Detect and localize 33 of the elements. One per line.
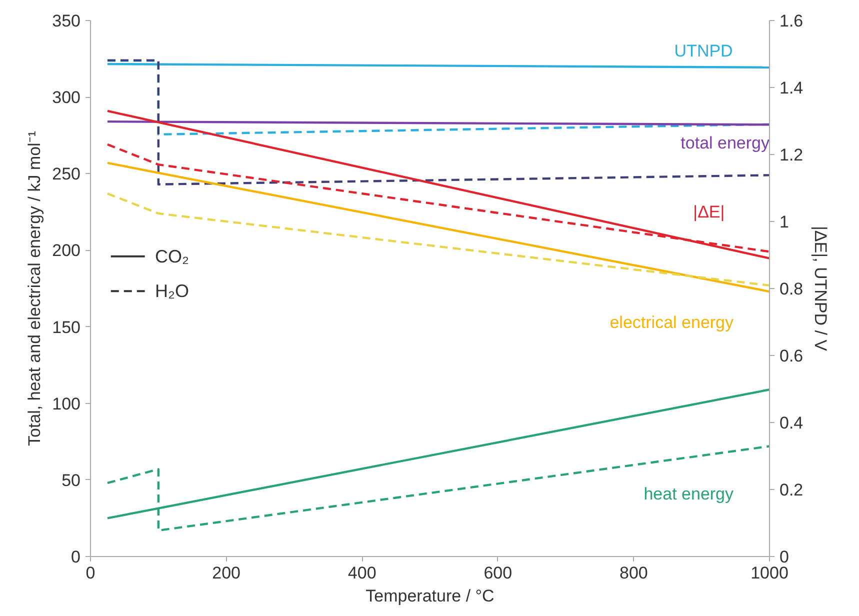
y-tick-label: 200 <box>52 241 81 260</box>
annotation: UTNPD <box>674 42 733 61</box>
x-tick-label: 800 <box>620 564 648 582</box>
y2-axis-title: |ΔE|, UTNPD / V <box>811 226 830 352</box>
y2-tick-label: 0.8 <box>780 280 804 298</box>
annotation: |ΔE| <box>693 202 725 222</box>
y-tick-label: 150 <box>52 318 81 337</box>
x-axis-title: Temperature / °C <box>366 586 494 606</box>
y2-tick-label: 1 <box>780 212 789 232</box>
y2-tick-label: 0.2 <box>780 480 804 500</box>
x-tick-label: 600 <box>484 564 512 582</box>
annotation: H₂O <box>155 281 190 302</box>
y-tick-label: 300 <box>52 88 81 108</box>
x-tick-label: 200 <box>212 564 240 582</box>
x-tick-label: 1000 <box>750 564 788 582</box>
x-tick-label: 400 <box>348 564 376 582</box>
annotation: heat energy <box>644 484 734 504</box>
annotation: total energy <box>680 134 770 153</box>
y-axis-title: Total, heat and electrical energy / kJ mol⁻¹ <box>25 130 44 446</box>
y-tick-label: 50 <box>62 470 81 490</box>
y-tick-label: 100 <box>52 394 81 414</box>
y2-tick-label: 1.6 <box>780 12 804 30</box>
annotation: CO₂ <box>155 246 190 266</box>
y2-tick-label: 1.2 <box>780 146 804 164</box>
y-tick-label: 350 <box>52 12 81 30</box>
y-tick-label: 0 <box>71 548 81 566</box>
y2-tick-label: 0.6 <box>780 346 804 366</box>
annotation: electrical energy <box>610 312 734 332</box>
y2-tick-label: 1.4 <box>780 78 804 98</box>
x-tick-label: 0 <box>86 564 96 582</box>
y2-tick-label: 0 <box>780 548 789 566</box>
y-tick-label: 250 <box>52 164 81 184</box>
y2-tick-label: 0.4 <box>780 414 804 432</box>
